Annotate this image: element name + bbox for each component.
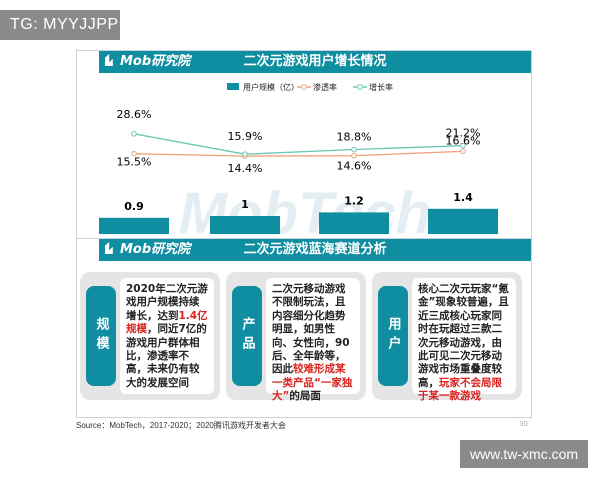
logo-icon <box>105 242 113 254</box>
logo-text: Mob研究院 <box>120 54 191 69</box>
mob-logo: Mob研究院 <box>99 51 190 73</box>
logo-icon <box>105 54 113 66</box>
line-value-label: 21.2% <box>446 127 481 140</box>
page-number: 30 <box>519 420 528 428</box>
bar <box>99 217 169 234</box>
card-label: 规模 <box>86 286 116 386</box>
bar-value-label: 1.4 <box>453 191 473 204</box>
card-label: 产品 <box>232 286 262 386</box>
card-scale: 规模 2020年二次元游戏用户规模持续增长，达到1.4亿规模，同近7亿的游戏用户… <box>80 272 220 400</box>
card-text: 2020年二次元游戏用户规模持续增长，达到1.4亿规模，同近7亿的游戏用户群体相… <box>120 278 214 394</box>
line-value-label: 14.6% <box>337 160 372 173</box>
logo-text: Mob研究院 <box>120 242 191 257</box>
analysis-title: 二次元游戏蓝海赛道分析 <box>243 242 387 257</box>
series-line <box>133 150 464 157</box>
card-text-run: 2020年二次元游戏用户规模持续增长，达到 <box>126 283 208 322</box>
bar-value-label: 1.2 <box>344 194 364 207</box>
card-text: 二次元移动游戏不限制玩法，且内容细分化趋势明显，如男性向、女性向，90后、全年龄… <box>266 278 360 402</box>
card-product: 产品 二次元移动游戏不限制玩法，且内容细分化趋势明显，如男性向、女性向，90后、… <box>226 272 366 402</box>
line-value-label: 15.5% <box>117 156 152 169</box>
watermark-tag-top-left: TG: MYYJJPP <box>0 10 120 40</box>
watermark-text: MobTech <box>179 181 431 246</box>
legend-label: 增长率 <box>369 82 393 92</box>
series-line <box>133 133 464 155</box>
line-value-label: 28.6% <box>117 108 152 121</box>
card-text-run: 核心二次元玩家“氪金”现象较普遍，且近三成核心玩家同时在玩超过三款二次元移动游戏… <box>418 283 509 389</box>
bar-value-label: 0.9 <box>124 200 144 213</box>
card-text: 核心二次元玩家“氪金”现象较普遍，且近三成核心玩家同时在玩超过三款二次元移动游戏… <box>412 278 516 402</box>
highlight-text: 玩家不会局限于某一款游戏 <box>418 376 502 403</box>
source-note: Source：MobTech，2017-2020；2020腾讯游戏开发者大会 <box>76 421 286 430</box>
bar-value-label: 1 <box>241 198 249 211</box>
line-point <box>242 151 248 157</box>
slide: Mob研究院 二次元游戏用户增长情况 MobTech 用户规模（亿） 渗透率 增长率 0… <box>76 24 536 444</box>
card-text-run: 二次元移动游戏不限制玩法，且内容细分化趋势明显，如男性向、女性向，90后、全年龄… <box>272 283 350 376</box>
card-text-run: ，同近7亿的游戏用户群体相比，渗透率不高，未来仍有较大的发展空间 <box>126 323 207 389</box>
card-text-run: 的局面 <box>289 390 321 403</box>
watermark-tag-bottom-right: www.tw-xmc.com <box>460 440 588 468</box>
bar <box>319 212 389 234</box>
line-point <box>460 148 466 155</box>
bar <box>428 208 498 234</box>
analysis-banner: Mob研究院 二次元游戏蓝海赛道分析 <box>99 239 531 261</box>
line-point <box>351 146 357 153</box>
card-label: 用户 <box>378 286 408 386</box>
legend-label: 渗透率 <box>313 82 337 92</box>
highlight-text: 较难形成某一类产品“一家独大” <box>272 363 353 403</box>
legend-label: 用户规模（亿） <box>243 82 299 92</box>
line-point <box>460 142 466 149</box>
line-value-label: 16.6% <box>446 134 481 147</box>
legend-marker <box>357 84 363 90</box>
chart-svg: MobTech用户规模（亿）渗透率增长率0.911.21.42017201820… <box>99 82 498 256</box>
line-value-label: 14.4% <box>228 162 263 175</box>
chart-panel: Mob研究院 二次元游戏用户增长情况 MobTech 用户规模（亿） 渗透率 增长率 0… <box>76 50 532 256</box>
highlight-text: 1.4亿规模 <box>126 309 208 336</box>
mob-logo-2: Mob研究院 <box>99 239 190 261</box>
bar <box>210 216 280 234</box>
card-user: 用户 核心二次元玩家“氪金”现象较普遍，且近三成核心玩家同时在玩超过三款二次元移… <box>372 272 522 402</box>
line-value-label: 15.9% <box>228 130 263 143</box>
chart-title: 二次元游戏用户增长情况 <box>243 54 387 69</box>
line-point <box>131 150 137 157</box>
legend-marker <box>301 84 307 90</box>
line-value-label: 18.8% <box>337 131 372 144</box>
chart-banner: Mob研究院 二次元游戏用户增长情况 <box>99 51 531 73</box>
line-point <box>351 152 357 159</box>
line-point <box>131 131 137 137</box>
legend-swatch <box>227 83 239 90</box>
